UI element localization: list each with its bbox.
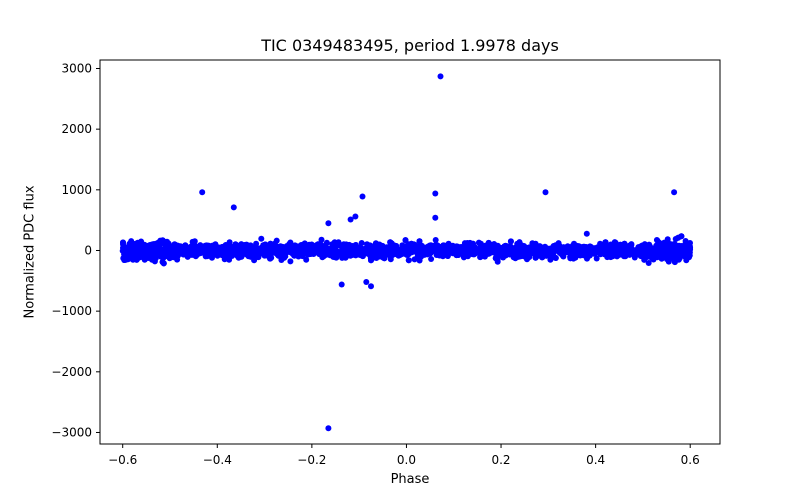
y-tick-label: −1000 <box>51 304 92 318</box>
outlier-point <box>542 189 549 196</box>
outlier-point <box>338 281 345 288</box>
y-tick-label: −3000 <box>51 425 92 439</box>
x-tick-label: −0.2 <box>297 453 326 467</box>
outlier-point <box>437 73 444 80</box>
y-tick-label: 1000 <box>61 183 92 197</box>
outlier-point <box>363 279 370 285</box>
outlier-point <box>347 216 354 223</box>
outlier-point <box>671 189 678 196</box>
outlier-point <box>230 204 237 211</box>
y-tick-label: 3000 <box>61 61 92 75</box>
x-tick-label: −0.4 <box>203 453 232 467</box>
y-tick-label: 2000 <box>61 122 92 136</box>
outlier-point <box>432 214 439 221</box>
chart-title: TIC 0349483495, period 1.9978 days <box>261 36 559 55</box>
scatter-points <box>119 73 694 432</box>
y-tick-label: 0 <box>84 243 92 257</box>
outlier-point <box>325 425 332 432</box>
x-axis-label: Phase <box>390 472 430 487</box>
x-tick-label: 0.4 <box>586 453 605 467</box>
x-tick-label: 0.6 <box>681 453 700 467</box>
x-tick-label: 0.2 <box>491 453 510 467</box>
x-tick-label: −0.6 <box>108 453 137 467</box>
outlier-point <box>199 189 206 196</box>
outlier-point <box>352 213 359 220</box>
outlier-point <box>359 193 366 200</box>
y-tick-label: −2000 <box>51 365 92 379</box>
y-axis-ticks: −3000 −2000 −1000 0 1000 2000 3000 <box>51 61 100 439</box>
outlier-point <box>325 220 332 227</box>
x-tick-label: 0.0 <box>397 453 416 467</box>
outlier-point <box>368 283 374 290</box>
outlier-point <box>432 190 439 197</box>
plot-frame <box>99 59 721 445</box>
x-axis-ticks: −0.6 −0.4 −0.2 0.0 0.2 0.4 0.6 <box>108 444 700 467</box>
